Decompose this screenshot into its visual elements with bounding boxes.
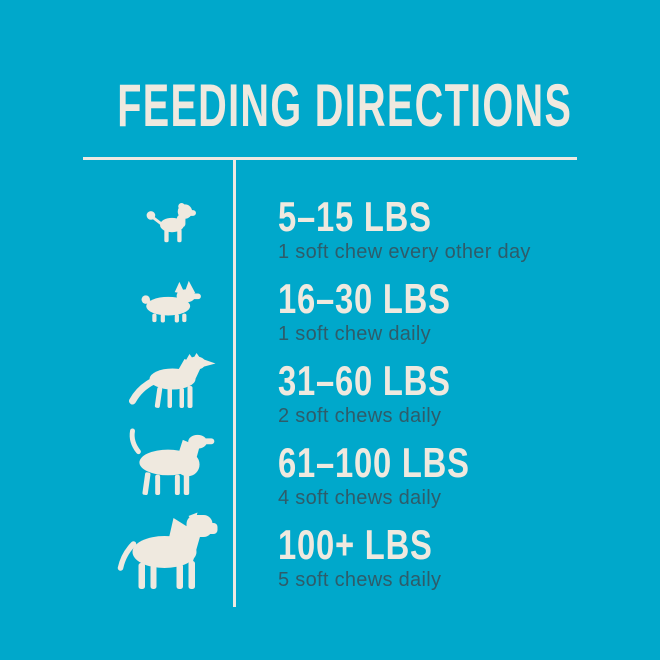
dose-instruction: 1 soft chew daily <box>278 323 431 345</box>
feeding-row: 16–30 LBS 1 soft chew daily <box>278 278 608 346</box>
medium-dog-icon <box>126 351 217 409</box>
feeding-row: 31–60 LBS 2 soft chews daily <box>278 360 608 428</box>
weight-range-label: 16–30 LBS <box>278 275 451 322</box>
feeding-row: 100+ LBS 5 soft chews daily <box>278 524 608 592</box>
dose-instruction: 2 soft chews daily <box>278 405 442 427</box>
horizontal-divider <box>83 157 577 160</box>
dose-instruction: 1 soft chew every other day <box>278 241 531 263</box>
feeding-row: 61–100 LBS 4 soft chews daily <box>278 442 608 510</box>
weight-range-label: 31–60 LBS <box>278 357 451 404</box>
weight-range-label: 100+ LBS <box>278 521 433 568</box>
poodle-dog-icon <box>143 202 201 248</box>
page-title-text: FEEDING DIRECTIONS <box>117 72 573 139</box>
page-title: FEEDING DIRECTIONS <box>0 76 660 136</box>
weight-range-label: 61–100 LBS <box>278 439 470 486</box>
dose-instruction: 5 soft chews daily <box>278 569 442 591</box>
dose-instruction: 4 soft chews daily <box>278 487 442 509</box>
extra-large-dog-icon <box>114 511 222 591</box>
vertical-divider <box>233 157 236 607</box>
corgi-dog-icon <box>136 280 206 323</box>
weight-range-label: 5–15 LBS <box>278 193 432 240</box>
large-dog-icon <box>120 427 217 496</box>
feeding-row: 5–15 LBS 1 soft chew every other day <box>278 196 608 264</box>
